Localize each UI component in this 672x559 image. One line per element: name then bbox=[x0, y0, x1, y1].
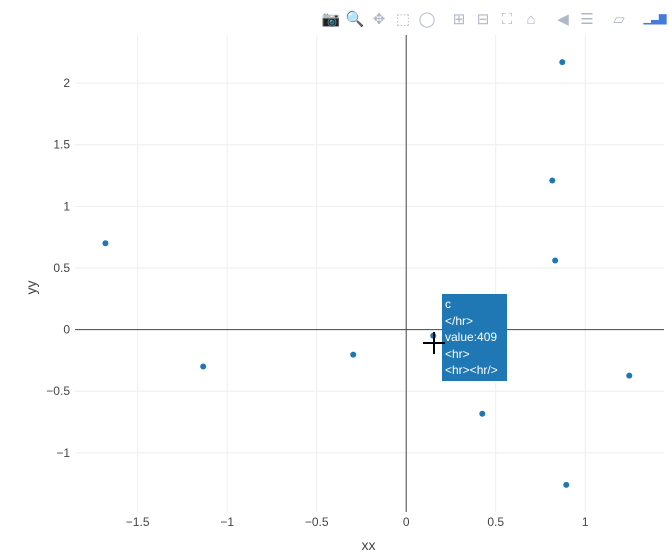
plotly-logo-icon[interactable]: ▁▃▇ bbox=[643, 13, 667, 25]
x-tick-label: 0.5 bbox=[487, 515, 504, 529]
y-tick-label: 0.5 bbox=[53, 261, 70, 275]
data-point[interactable] bbox=[350, 351, 357, 358]
data-point[interactable] bbox=[563, 481, 570, 488]
x-axis-title: xx bbox=[362, 537, 376, 553]
data-point[interactable] bbox=[549, 177, 556, 184]
tooltip-line: </hr> bbox=[445, 313, 474, 328]
pan-icon[interactable]: ✥ bbox=[372, 11, 386, 28]
box-select-icon[interactable]: ⬚ bbox=[395, 11, 411, 28]
y-tick-label: 0 bbox=[63, 323, 70, 337]
autoscale-icon[interactable]: ⛶ bbox=[501, 10, 513, 28]
y-tick-label: −0.5 bbox=[46, 384, 70, 398]
home-icon[interactable]: ⌂ bbox=[526, 10, 536, 28]
data-point[interactable] bbox=[559, 59, 566, 66]
y-axis-title: yy bbox=[23, 281, 39, 295]
crosshair-cursor-icon bbox=[423, 332, 445, 354]
zoom-in-icon[interactable]: ⊞ bbox=[452, 11, 466, 28]
data-point[interactable] bbox=[102, 240, 109, 247]
y-tick-label: 2 bbox=[63, 76, 70, 90]
hover-closest-icon[interactable]: ◀ bbox=[557, 11, 569, 28]
camera-icon[interactable]: 📷 bbox=[321, 11, 341, 28]
zoom-out-icon[interactable]: ⊟ bbox=[476, 11, 490, 28]
tooltip-line: <hr><hr/> bbox=[445, 363, 498, 377]
hover-tooltip: c </hr> value:409 <hr> <hr><hr/> bbox=[442, 294, 507, 381]
data-point[interactable] bbox=[626, 372, 633, 379]
tooltip-line: value:409 bbox=[445, 330, 498, 344]
tooltip-line: <hr> bbox=[445, 346, 470, 361]
spike-lines-icon[interactable]: ▱ bbox=[613, 11, 625, 28]
tooltip-line: c bbox=[445, 297, 451, 311]
y-tick-label: 1.5 bbox=[53, 138, 70, 152]
y-tick-label: −1 bbox=[56, 446, 70, 460]
data-point[interactable] bbox=[200, 363, 207, 370]
x-tick-label: −1 bbox=[220, 515, 234, 529]
hover-compare-icon[interactable]: ☰ bbox=[580, 11, 594, 28]
lasso-select-icon[interactable]: ◯ bbox=[418, 11, 436, 28]
x-tick-label: 1 bbox=[582, 515, 589, 529]
zoom-icon[interactable]: 🔍 bbox=[345, 11, 365, 28]
data-point[interactable] bbox=[552, 257, 559, 264]
x-tick-label: −1.5 bbox=[126, 515, 150, 529]
x-tick-label: −0.5 bbox=[305, 515, 329, 529]
y-tick-label: 1 bbox=[63, 199, 70, 213]
data-point[interactable] bbox=[479, 410, 486, 417]
modebar: 📷 🔍 ✥ ⬚ ◯ ⊞ ⊟ ⛶ ⌂ ◀ ☰ ▱ ▁▃▇ bbox=[321, 10, 668, 29]
x-tick-label: 0 bbox=[403, 515, 410, 529]
